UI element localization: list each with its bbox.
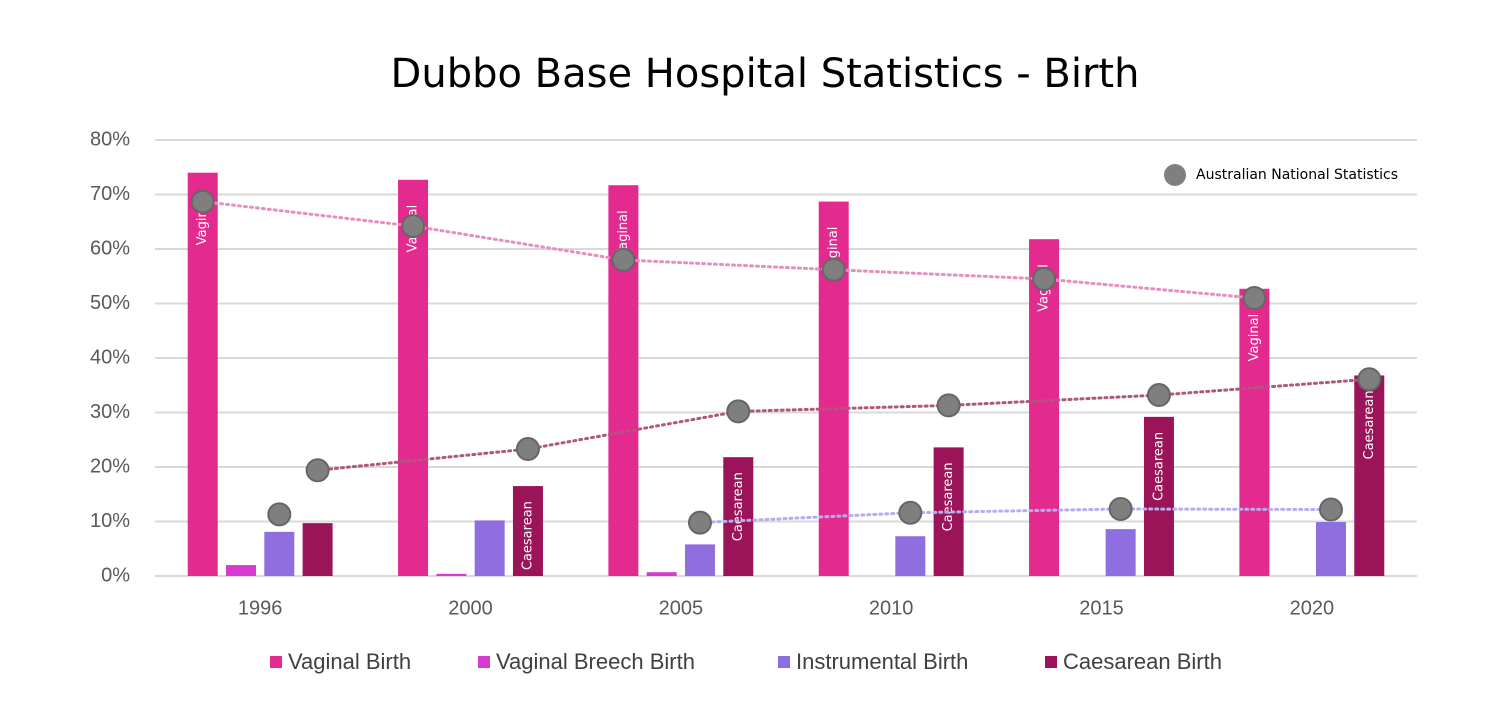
national-dot [1032,266,1057,291]
y-tick-label: 30% [90,401,130,423]
national-dot [1318,497,1343,522]
national-dot [190,189,215,214]
legend-swatch [270,656,282,668]
y-tick-label: 20% [90,455,130,477]
legend-label: Instrumental Birth [796,649,968,674]
national-dot [515,437,540,462]
national-dot [1242,286,1267,311]
y-tick-label: 40% [90,346,130,368]
legend-swatch [778,656,790,668]
national-dot [726,399,751,424]
bar [646,572,677,576]
legend-label: Vaginal Breech Birth [496,649,695,674]
y-tick-label: 80% [90,128,130,150]
bar-label: Caesarean [941,462,956,531]
national-dot [611,247,636,272]
bar [436,573,467,576]
national-dot [821,257,846,282]
x-tick-label: 2020 [1290,597,1335,619]
bar [723,457,754,576]
national-dot [936,393,961,418]
national-dot [898,500,923,525]
bar [1239,288,1270,576]
legend-swatch [478,656,490,668]
national-line [316,377,1371,472]
y-tick-label: 50% [90,292,130,314]
bar [1029,239,1060,576]
x-tick-label: 2010 [869,597,914,619]
bar-label: Caesarean [1151,432,1166,501]
national-dot [305,458,330,483]
national-line [698,507,1333,525]
bar-label: Caesarean [1362,390,1377,459]
bar [1315,522,1346,576]
legend-label: Caesarean Birth [1063,649,1222,674]
y-tick-label: 60% [90,237,130,259]
bar-label: Caesarean [520,501,535,570]
bar [398,179,429,576]
bar [187,172,218,576]
x-tick-label: 2015 [1079,597,1124,619]
bar-label: Vaginal [616,210,631,258]
legend-marker [1164,164,1186,186]
national-dot [1146,383,1171,408]
national-dot [687,510,712,535]
bar [264,531,295,576]
national-dot [267,502,292,527]
national-line [201,200,1256,300]
bar [512,486,543,576]
x-tick-label: 2000 [448,597,493,619]
bar [684,544,715,576]
national-dot [401,214,426,239]
bar [895,536,926,576]
bar [226,565,257,576]
bar [1354,375,1385,576]
x-tick-label: 1996 [238,597,283,619]
bar-label: Caesarean [731,472,746,541]
bar [1143,416,1174,576]
chart-title: Dubbo Base Hospital Statistics - Birth [391,51,1140,97]
y-tick-label: 10% [90,510,130,532]
national-dot [1108,496,1133,521]
y-tick-label: 0% [101,564,130,586]
bar [1105,529,1136,576]
legend-label: Vaginal Birth [288,649,411,674]
bar [474,520,505,576]
national-dot [1357,367,1382,392]
bar-label: Vaginal [1247,314,1262,362]
x-tick-label: 2005 [659,597,704,619]
legend-swatch [1045,656,1057,668]
legend-label: Australian National Statistics [1196,167,1398,183]
y-tick-label: 70% [90,183,130,205]
bar [302,523,333,576]
